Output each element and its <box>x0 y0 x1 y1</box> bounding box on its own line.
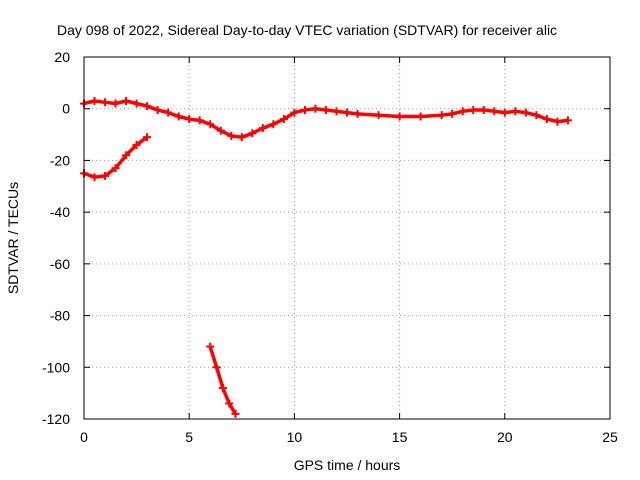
data-point <box>511 107 520 116</box>
chart-title: Day 098 of 2022, Sidereal Day-to-day VTE… <box>57 22 557 38</box>
data-point <box>269 120 278 129</box>
plot-frame <box>83 56 611 420</box>
x-tick-label: 5 <box>185 429 193 445</box>
data-point <box>90 96 99 105</box>
data-point <box>132 99 141 108</box>
data-point <box>206 120 215 129</box>
data-point <box>479 106 488 115</box>
data-point <box>164 108 173 117</box>
axis-ticks: 0 5 10 15 20 25 20 0 -20 -40 -60 -80 -100 -120 <box>42 49 618 445</box>
data-point <box>227 131 236 140</box>
data-point <box>458 107 467 116</box>
data-point <box>469 106 478 115</box>
x-tick-label: 10 <box>287 429 303 445</box>
data-point <box>374 111 383 120</box>
data-point <box>279 115 288 124</box>
data-point <box>353 109 362 118</box>
data-point <box>185 115 194 124</box>
data-point <box>563 116 572 125</box>
x-tick-label: 25 <box>602 429 618 445</box>
y-tick-label: 0 <box>62 101 70 117</box>
data-point <box>542 115 551 124</box>
data-point <box>122 96 131 105</box>
data-point <box>143 102 152 111</box>
data-point <box>212 363 221 372</box>
data-point <box>395 112 404 121</box>
data-point <box>132 140 141 149</box>
data-point <box>258 124 267 133</box>
data-point <box>206 342 215 351</box>
data-point <box>111 164 120 173</box>
x-tick-label: 15 <box>392 429 408 445</box>
data-point <box>448 109 457 118</box>
y-tick-label: -100 <box>42 359 70 375</box>
data-point <box>122 151 131 160</box>
data-point <box>521 108 530 117</box>
y-tick-label: -120 <box>42 411 70 427</box>
data-point <box>311 104 320 113</box>
data-point <box>290 108 299 117</box>
data-point <box>300 106 309 115</box>
data-point <box>553 117 562 126</box>
data-point <box>174 112 183 121</box>
data-point <box>90 173 99 182</box>
data-point <box>343 108 351 117</box>
y-tick-label: -20 <box>50 152 70 168</box>
y-tick-label: -60 <box>50 256 70 272</box>
data-point <box>143 133 152 142</box>
y-axis-label: SDTVAR / TECUs <box>5 182 21 294</box>
data-point <box>111 99 120 108</box>
y-tick-label: -40 <box>50 204 70 220</box>
data-point <box>101 98 110 107</box>
data-point <box>231 409 240 418</box>
data-series <box>80 96 572 418</box>
data-point <box>321 106 330 115</box>
y-tick-label: -80 <box>50 308 70 324</box>
data-point <box>500 108 509 117</box>
data-point <box>153 106 162 115</box>
x-tick-label: 20 <box>497 429 513 445</box>
data-point <box>218 383 227 392</box>
data-point <box>332 107 341 116</box>
data-point <box>237 133 246 142</box>
data-point <box>532 111 541 120</box>
x-axis-label: GPS time / hours <box>294 457 401 473</box>
data-point <box>225 399 234 408</box>
data-point <box>437 111 446 120</box>
data-point <box>490 107 499 116</box>
y-tick-label: 20 <box>54 49 70 65</box>
data-point <box>416 112 425 121</box>
data-point <box>248 129 257 138</box>
x-tick-label: 0 <box>80 429 88 445</box>
data-point <box>195 116 204 125</box>
data-point <box>216 126 225 135</box>
data-point <box>101 171 110 180</box>
